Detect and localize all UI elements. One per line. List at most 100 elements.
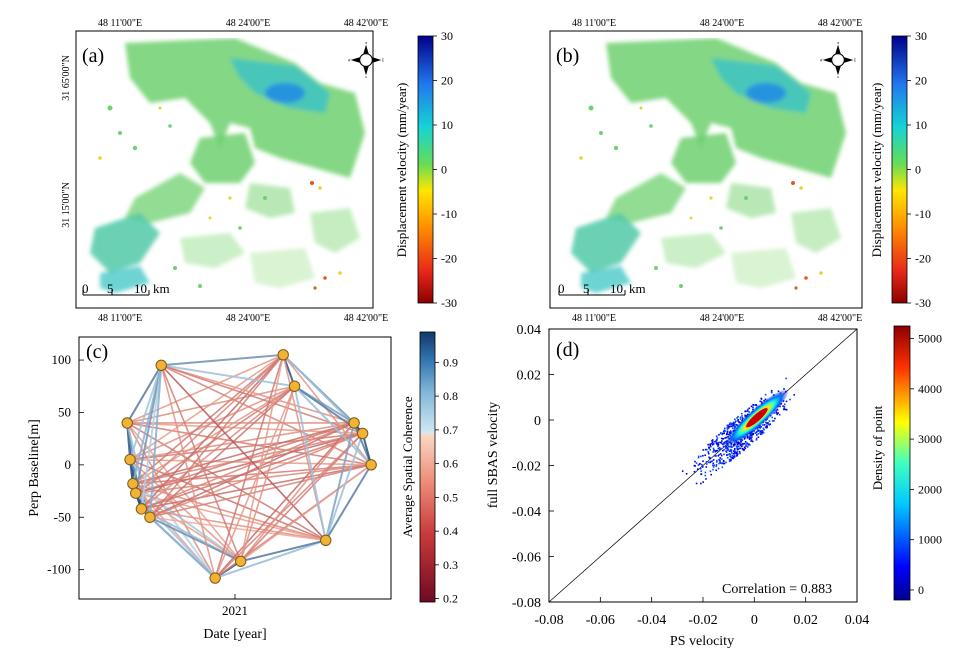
density-point-505: [775, 411, 778, 414]
density-point-324: [737, 443, 740, 445]
density-point-656: [744, 410, 746, 413]
density-point-145: [722, 443, 724, 446]
density-point-97: [733, 423, 735, 426]
density-point-612: [711, 443, 714, 446]
acquisition-point-13: [356, 427, 369, 440]
density-point-350: [730, 456, 733, 459]
density-point-49: [748, 438, 751, 441]
density-point-148: [733, 451, 736, 454]
top-tick-b-2: 48 42'00"E: [818, 18, 863, 29]
density-point-269: [760, 397, 763, 400]
density-point-226: [725, 461, 727, 464]
density-point-610: [770, 391, 773, 394]
density-point-304: [701, 466, 704, 468]
correlation-annotation: Correlation = 0.883: [722, 582, 832, 597]
density-point-589: [712, 462, 715, 465]
scale-tick-a-0: 0: [82, 281, 89, 296]
xtick-d-4: 0: [751, 613, 758, 628]
network-edge-65: [149, 516, 326, 542]
density-point-186: [729, 422, 731, 424]
ytick-d-4: -0.04: [512, 505, 541, 520]
density-point-227: [768, 420, 771, 422]
density-point-244: [743, 442, 746, 445]
density-point-13: [722, 462, 725, 465]
density-point-82: [718, 459, 720, 461]
network-edge-44: [135, 354, 284, 494]
density-point-434: [723, 442, 726, 445]
colorbar-tick-d-5: 0: [918, 583, 924, 597]
density-point-73: [754, 404, 757, 406]
density-point-524: [736, 448, 739, 451]
density-point-469: [732, 445, 735, 447]
density-point-502: [726, 424, 728, 427]
network-edge-5: [126, 364, 163, 424]
colorbar-tick-c-0: 0.9: [443, 355, 458, 369]
density-point-677: [730, 425, 732, 428]
acquisition-point-4: [135, 503, 148, 515]
density-point-205: [777, 390, 780, 393]
panel-label-b: (b): [556, 45, 579, 67]
density-point-640: [732, 422, 734, 425]
acquisition-point-9: [277, 349, 289, 361]
density-point-415: [717, 467, 720, 470]
density-point-52: [719, 441, 722, 444]
density-point-531: [736, 450, 739, 453]
density-point-224: [715, 442, 718, 445]
colorbar-tick-d-3: 2000: [918, 482, 942, 496]
density-point-81: [729, 459, 732, 462]
scale-unit-a: km: [153, 281, 170, 296]
network-edge-64: [149, 385, 296, 518]
colorbar-a: [417, 35, 434, 304]
density-point-682: [734, 450, 736, 453]
density-point-383: [729, 445, 731, 448]
axes-d: -0.08 -0.06 -0.04 -0.02 0 0.02 0.04 0.04 0.02 0 -0…: [512, 323, 869, 628]
ytick-d-5: -0.06: [512, 551, 541, 566]
colorbar-b: [891, 35, 908, 304]
density-point-556: [709, 443, 712, 445]
density-point-146: [778, 413, 781, 416]
colorbar-tick-b-5: -20: [915, 252, 931, 266]
density-point-393: [725, 450, 727, 453]
xtick-d-0: -0.08: [534, 613, 563, 628]
density-point-445: [730, 458, 732, 461]
colorbar-tick-b-1: 20: [915, 74, 927, 88]
colorbar-label-a: Displacement velocity (mm/year): [394, 83, 409, 258]
colorbar-tick-b-6: -30: [915, 296, 931, 310]
xtick-d-2: -0.04: [637, 613, 666, 628]
density-point-606: [759, 425, 762, 428]
density-point-291: [735, 445, 738, 448]
density-point-5: [718, 434, 720, 436]
density-point-20: [720, 454, 723, 457]
xtick-d-3: -0.02: [688, 613, 717, 628]
ytick-c-2: 0: [65, 457, 72, 472]
density-point-624: [765, 426, 768, 429]
density-point-643: [719, 432, 722, 435]
colorbar-ticks-a: 30 20 10 0 -10 -20 -30: [433, 29, 457, 310]
acquisition-point-14: [365, 459, 377, 471]
density-point-361: [722, 438, 724, 440]
density-point-1: [714, 440, 717, 443]
density-point-318: [714, 454, 716, 457]
density-point-657: [764, 398, 767, 401]
colorbar-tick-c-3: 0.6: [443, 457, 458, 471]
density-point-319: [730, 450, 733, 452]
network-edge-81: [214, 422, 355, 579]
top-tick-a-1: 48 24'00"E: [226, 18, 271, 29]
density-point-252: [705, 478, 707, 480]
density-point-80: [759, 431, 762, 433]
density-point-595: [721, 466, 724, 469]
density-point-649: [736, 443, 739, 446]
density-point-447: [736, 447, 738, 449]
scale-tick-b-2: 10: [610, 281, 623, 296]
density-point-373: [737, 420, 739, 422]
density-point-604: [710, 473, 712, 476]
density-point-433: [695, 482, 698, 485]
bottom-tick-a-0: 48 11'00"E: [98, 313, 142, 324]
network-edge-20: [129, 459, 242, 562]
density-point-177: [743, 448, 746, 451]
density-point-300: [762, 431, 764, 434]
network-edge-72: [161, 364, 295, 388]
colorbar-tick-d-2: 3000: [918, 432, 942, 446]
acquisition-point-8: [234, 555, 247, 567]
